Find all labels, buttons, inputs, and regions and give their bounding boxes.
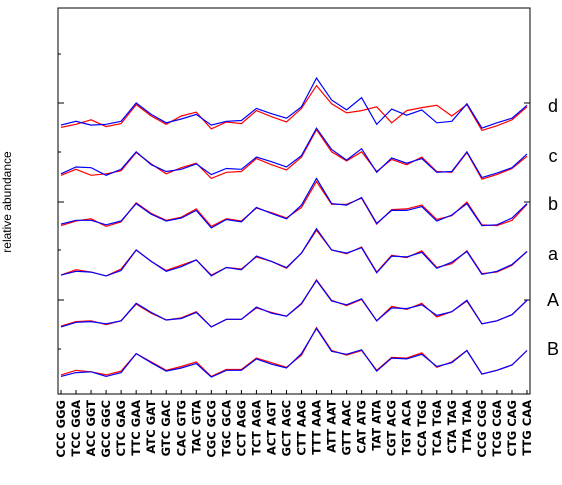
x-tick-label: GTT AAC	[340, 400, 354, 455]
series-lines	[60, 76, 528, 378]
series-line-B-blue	[60, 327, 528, 378]
series-line-b-red	[60, 180, 528, 228]
x-tick-label: CAC GTG	[174, 400, 188, 456]
x-tick-label: ACC GGT	[84, 400, 98, 456]
x-tick-label: TCG CGA	[490, 400, 504, 457]
y-ticks	[58, 53, 530, 394]
x-tick-label: CCC GGG	[54, 400, 68, 458]
x-tick-label: TCA TGA	[430, 400, 444, 455]
x-tick-label: CAT ATG	[355, 400, 369, 454]
plot-frame	[57, 7, 531, 395]
series-line-A-blue	[60, 279, 528, 328]
series-line-a-red	[60, 229, 528, 277]
x-tick-label: TTC GAA	[129, 400, 143, 456]
x-tick-label: TAC GTA	[189, 400, 203, 453]
x-tick-label: CTT AAG	[295, 400, 309, 456]
row-label-a: a	[548, 244, 559, 264]
series-line-b-blue	[60, 177, 528, 229]
x-tick-label: CGT ACG	[385, 400, 399, 456]
x-tick-label: TCT AGA	[249, 400, 263, 455]
x-tick-label: GTC GAC	[159, 400, 173, 456]
series-line-B-red	[60, 326, 528, 378]
x-tick-label: TGT ACA	[400, 400, 414, 455]
x-tick-label: TTT AAA	[310, 400, 324, 455]
x-tick-label: GCT AGC	[280, 400, 294, 457]
series-line-a-blue	[60, 227, 528, 277]
x-tick-label: CCT AGG	[234, 400, 248, 457]
x-tick-label: TTA TAA	[460, 400, 474, 453]
x-tick-label: CTC GAG	[114, 400, 128, 457]
x-tick-labels: CCC GGG TCC GGA ACC GGT GCC GGC CTC GAG TTC G…	[54, 400, 534, 458]
y-axis-label: relative abundance	[0, 151, 14, 253]
x-tick-label: CGC GCG	[204, 400, 218, 458]
x-tick-label: TAT ATA	[370, 400, 384, 451]
series-line-c-blue	[60, 127, 528, 179]
row-label-c: c	[549, 146, 558, 166]
x-tick-label: CCG CGG	[475, 400, 489, 458]
row-label-b: b	[548, 194, 558, 214]
series-line-d-red	[60, 84, 528, 132]
x-tick-label: ATT AAT	[325, 400, 339, 453]
series-line-d-blue	[60, 76, 528, 129]
series-line-c-red	[60, 128, 528, 180]
x-tick-label: TCC GGA	[69, 400, 83, 457]
x-tick-label: TGC GCA	[219, 400, 233, 457]
row-label-B: B	[547, 339, 559, 359]
x-tick-label: ATC GAT	[144, 400, 158, 454]
row-label-A: A	[547, 290, 559, 310]
x-tick-label: CTA TAG	[445, 400, 459, 454]
x-tick-label: ACT AGT	[265, 400, 279, 455]
x-tick-label: CCA TGG	[415, 400, 429, 457]
row-labels: d c b a A B	[547, 96, 559, 359]
x-tick-label: GCC GGC	[99, 400, 113, 458]
x-tick-label: TTG CAA	[520, 400, 534, 456]
series-line-A-red	[60, 278, 528, 328]
x-tick-label: CTG CAG	[505, 400, 519, 457]
row-label-d: d	[548, 96, 558, 116]
